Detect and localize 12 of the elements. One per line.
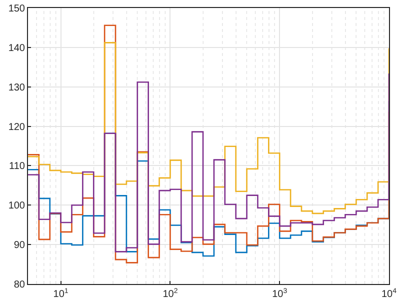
y-tick-label: 110 <box>9 161 26 172</box>
x-tick-label: 10$^{1}$ <box>53 288 68 300</box>
y-tick-label: 90 <box>14 240 26 252</box>
x-tick-label: 10$^{3}$ <box>272 288 288 300</box>
y-tick-label: 80 <box>14 280 26 290</box>
y-tick-label: 100 <box>8 200 26 212</box>
y-tick-label: 130 <box>8 82 26 94</box>
y-tick-label: 140 <box>8 42 26 54</box>
x-tick-label: 10$^{4}$ <box>381 288 397 300</box>
y-tick-label: 120 <box>8 122 26 133</box>
x-tick-label: 10$^{2}$ <box>162 288 178 300</box>
y-tick-label: 150 <box>8 4 26 14</box>
